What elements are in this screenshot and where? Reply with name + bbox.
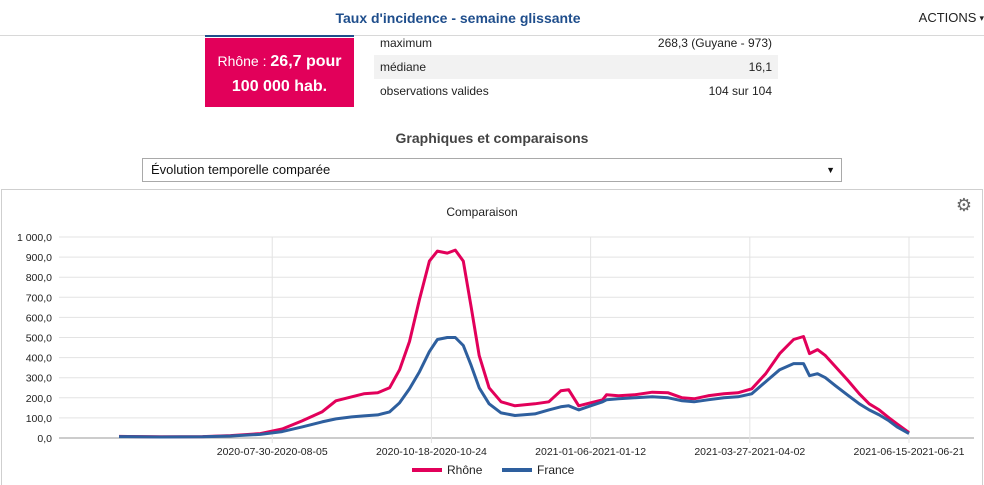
- x-axis-labels: 2020-07-30-2020-08-05 2020-10-18-2020-10-…: [217, 446, 965, 458]
- actions-menu-button[interactable]: ACTIONS ▾: [919, 10, 984, 25]
- highlight-line-2: 100 000 hab.: [205, 74, 354, 99]
- x-tick-label: 2020-07-30-2020-08-05: [217, 446, 328, 458]
- stat-row-valid-observations: observations valides 104 sur 104: [374, 79, 778, 103]
- stat-label: médiane: [380, 60, 427, 74]
- y-tick-label: 400,0: [26, 353, 52, 365]
- y-tick-label: 200,0: [26, 393, 52, 405]
- x-tick-label: 2021-03-27-2021-04-02: [694, 446, 805, 458]
- stat-label: maximum: [380, 36, 433, 50]
- legend-label: Rhône: [447, 463, 483, 477]
- page-title: Taux d'incidence - semaine glissante: [335, 10, 581, 26]
- chart-type-select[interactable]: Évolution temporelle comparée ▼: [142, 158, 842, 182]
- region-name: Rhône: [217, 53, 259, 69]
- y-tick-label: 800,0: [26, 272, 52, 284]
- y-tick-label: 500,0: [26, 333, 52, 345]
- y-tick-label: 700,0: [26, 292, 52, 304]
- stats-table: maximum 268,3 (Guyane - 973) médiane 16,…: [374, 31, 778, 103]
- chart-legend: Rhône France: [412, 463, 575, 477]
- stat-row-maximum: maximum 268,3 (Guyane - 973): [374, 31, 778, 55]
- y-tick-label: 100,0: [26, 413, 52, 425]
- chart-panel: ⚙ Comparaison 0,0 100,0 200,0 300,0 400,0 500…: [1, 189, 983, 485]
- region-value: 26,7 pour: [270, 53, 342, 70]
- chart-title: Comparaison: [446, 205, 517, 219]
- highlight-top-line: [205, 35, 354, 37]
- stat-row-median: médiane 16,1: [374, 55, 778, 79]
- y-tick-label: 1 000,0: [17, 232, 52, 244]
- x-tick-label: 2021-01-06-2021-01-12: [535, 446, 646, 458]
- y-tick-label: 0,0: [37, 433, 52, 445]
- comparison-chart: Comparaison 0,0 100,0 200,0 300,0 400,0 500,0…: [17, 205, 974, 477]
- y-tick-label: 900,0: [26, 252, 52, 264]
- y-tick-label: 300,0: [26, 373, 52, 385]
- gear-icon[interactable]: ⚙: [955, 195, 972, 215]
- y-axis-labels: 0,0 100,0 200,0 300,0 400,0 500,0 600,0 700,0 80…: [17, 232, 52, 445]
- region-highlight-card: Rhône : 26,7 pour 100 000 hab.: [205, 35, 354, 107]
- y-tick-label: 600,0: [26, 312, 52, 324]
- series-line-rhone: [118, 248, 910, 439]
- select-value: Évolution temporelle comparée: [151, 162, 331, 177]
- highlight-line-1: Rhône : 26,7 pour: [217, 53, 342, 70]
- stat-value: 16,1: [748, 60, 772, 74]
- legend-label: France: [537, 463, 575, 477]
- x-tick-label: 2021-06-15-2021-06-21: [854, 446, 965, 458]
- chart-grid: [59, 236, 974, 443]
- series-line-france: [118, 336, 910, 439]
- region-unit: 100 000 hab.: [231, 78, 328, 95]
- actions-label: ACTIONS: [918, 10, 977, 25]
- stat-value: 104 sur 104: [708, 84, 772, 98]
- chart-series: [118, 248, 910, 439]
- caret-down-icon: ▼: [826, 165, 835, 175]
- top-bar: Taux d'incidence - semaine glissante ACT…: [0, 0, 984, 36]
- section-title: Graphiques et comparaisons: [395, 130, 589, 146]
- x-tick-label: 2020-10-18-2020-10-24: [376, 446, 487, 458]
- stat-label: observations valides: [380, 84, 489, 98]
- chevron-down-icon: ▾: [979, 13, 984, 23]
- stat-value: 268,3 (Guyane - 973): [657, 36, 772, 50]
